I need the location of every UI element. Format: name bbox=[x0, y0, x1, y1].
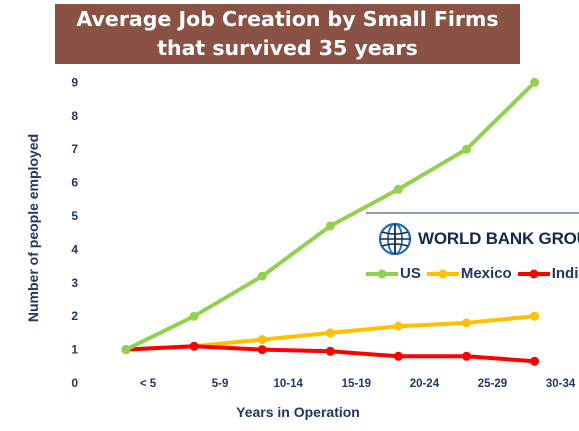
x-tick-label: 25-29 bbox=[478, 378, 507, 390]
y-axis-label: Number of people employed bbox=[25, 134, 41, 322]
data-point-us bbox=[257, 271, 267, 281]
legend-label-us: US bbox=[400, 265, 421, 282]
data-point-india bbox=[189, 341, 199, 351]
legend-item-us: US bbox=[366, 265, 421, 282]
x-tick-label: 30-34 bbox=[546, 378, 576, 390]
x-tick-label: 20-24 bbox=[410, 378, 440, 390]
data-point-us bbox=[121, 345, 131, 355]
chart-title-line-2: that survived 35 years bbox=[157, 36, 418, 60]
data-point-india bbox=[530, 356, 540, 366]
y-tick-label: 7 bbox=[71, 142, 78, 156]
y-tick-label: 6 bbox=[71, 176, 78, 190]
chart-title-box: Average Job Creation by Small Firms that… bbox=[55, 4, 520, 64]
data-point-india bbox=[257, 345, 267, 355]
legend-item-mexico: Mexico bbox=[426, 265, 512, 282]
world-bank-logo: WORLD BANK GROUP bbox=[378, 222, 579, 256]
data-point-india bbox=[325, 346, 335, 356]
data-point-mexico bbox=[530, 311, 540, 321]
y-tick-label: 3 bbox=[71, 276, 78, 290]
y-tick-label: 9 bbox=[71, 75, 78, 89]
data-point-us bbox=[325, 221, 335, 231]
data-point-us bbox=[393, 184, 403, 194]
y-tick-label: 5 bbox=[71, 209, 78, 223]
y-tick-label: 1 bbox=[71, 343, 78, 357]
data-point-us bbox=[189, 311, 199, 321]
chart-legend: US Mexico India bbox=[366, 265, 579, 282]
chart-title-line-1: Average Job Creation by Small Firms bbox=[76, 7, 499, 31]
y-tick-label: 2 bbox=[71, 309, 78, 323]
legend-label-mexico: Mexico bbox=[460, 265, 512, 282]
x-tick-label: < 5 bbox=[140, 378, 157, 390]
y-tick-label: 8 bbox=[71, 109, 78, 123]
legend-label-india: India bbox=[551, 265, 579, 282]
data-point-india bbox=[393, 351, 403, 361]
x-tick-label: 5-9 bbox=[212, 378, 229, 390]
data-point-india bbox=[462, 351, 471, 361]
legend-item-india: India bbox=[517, 265, 579, 282]
x-tick-label: 15-19 bbox=[342, 378, 371, 390]
x-axis-label: Years in Operation bbox=[236, 404, 360, 420]
world-bank-globe-icon bbox=[378, 222, 412, 256]
data-point-mexico bbox=[325, 328, 335, 338]
data-point-us bbox=[462, 144, 471, 154]
y-tick-label: 4 bbox=[71, 242, 78, 256]
world-bank-logo-text: WORLD BANK GROUP bbox=[418, 229, 579, 248]
x-tick-label: 10-14 bbox=[273, 378, 303, 390]
data-point-mexico bbox=[393, 321, 403, 331]
data-point-mexico bbox=[257, 335, 267, 345]
y-tick-label: 0 bbox=[71, 376, 78, 390]
data-point-mexico bbox=[462, 318, 471, 328]
series-line-us bbox=[125, 80, 537, 352]
data-point-us bbox=[530, 77, 540, 87]
